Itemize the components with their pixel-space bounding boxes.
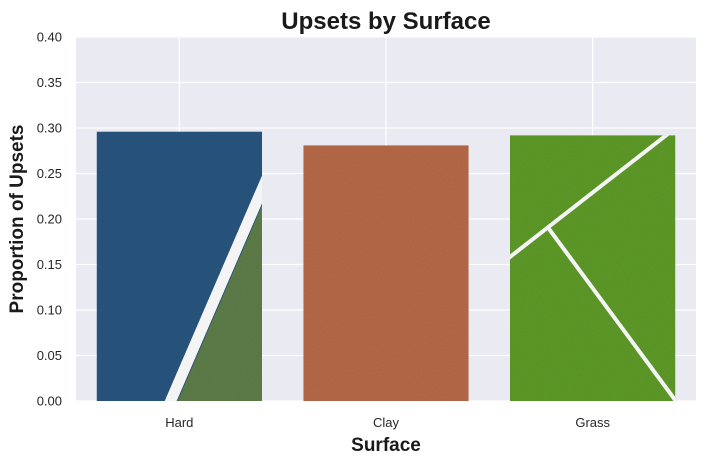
bars <box>96 131 676 401</box>
y-tick-label-5: 0.25 <box>37 166 62 181</box>
y-tick-label-0: 0.00 <box>37 394 62 409</box>
y-axis-ticks: 0.00 0.05 0.10 0.15 0.20 0.25 0.30 0.35 0.40 <box>37 30 62 409</box>
bar-hard <box>96 131 262 401</box>
y-tick-label-7: 0.35 <box>37 75 62 90</box>
x-tick-label-hard: Hard <box>165 415 193 430</box>
x-axis-ticks: Hard Clay Grass <box>165 415 610 430</box>
y-tick-label-1: 0.05 <box>37 348 62 363</box>
y-tick-label-8: 0.40 <box>37 30 62 45</box>
x-tick-label-clay: Clay <box>373 415 400 430</box>
y-tick-label-6: 0.30 <box>37 121 62 136</box>
y-axis-label: Proportion of Upsets <box>7 125 28 314</box>
bar-grass <box>510 135 676 401</box>
y-tick-label-2: 0.10 <box>37 303 62 318</box>
x-tick-label-grass: Grass <box>575 415 610 430</box>
y-tick-label-4: 0.20 <box>37 212 62 227</box>
bar-clay <box>303 145 469 401</box>
y-tick-label-3: 0.15 <box>37 257 62 272</box>
chart-title: Upsets by Surface <box>281 8 490 35</box>
x-axis-label: Surface <box>351 435 421 456</box>
